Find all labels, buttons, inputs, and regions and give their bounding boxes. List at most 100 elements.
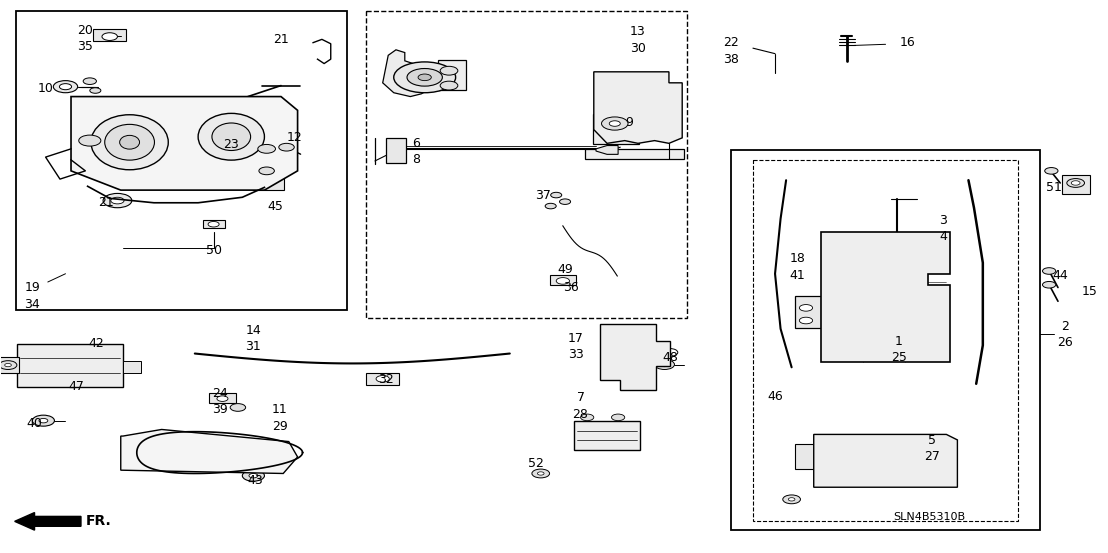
Polygon shape: [71, 97, 298, 190]
Text: 42: 42: [89, 337, 104, 350]
Text: 46: 46: [767, 390, 783, 403]
Circle shape: [60, 84, 72, 90]
Text: 34: 34: [24, 298, 40, 311]
Circle shape: [799, 317, 812, 324]
Circle shape: [258, 144, 276, 153]
Circle shape: [545, 204, 556, 209]
Text: 3: 3: [940, 214, 947, 227]
Bar: [123, 361, 141, 373]
Bar: [574, 421, 640, 450]
Text: 40: 40: [27, 418, 42, 430]
Circle shape: [440, 81, 458, 90]
Circle shape: [844, 256, 871, 269]
Text: 21: 21: [274, 33, 289, 46]
Bar: [585, 149, 685, 159]
Text: 14: 14: [246, 324, 261, 337]
Bar: [438, 60, 465, 90]
Text: FR.: FR.: [85, 514, 111, 528]
Text: 19: 19: [24, 281, 40, 294]
Bar: [593, 113, 639, 144]
Ellipse shape: [162, 445, 234, 460]
Text: 21: 21: [99, 196, 114, 208]
Circle shape: [376, 375, 389, 382]
Circle shape: [0, 361, 17, 369]
Circle shape: [217, 396, 228, 401]
Bar: [794, 296, 821, 328]
Circle shape: [1043, 268, 1056, 274]
Text: 13: 13: [630, 25, 646, 38]
Circle shape: [1071, 181, 1080, 185]
Circle shape: [602, 117, 628, 130]
Circle shape: [660, 362, 669, 367]
Circle shape: [859, 458, 890, 474]
Text: 2: 2: [1060, 320, 1068, 332]
Bar: [203, 221, 225, 228]
Circle shape: [32, 415, 54, 426]
Polygon shape: [601, 324, 670, 390]
Text: 41: 41: [789, 269, 806, 282]
Text: 49: 49: [557, 263, 573, 276]
Circle shape: [1045, 168, 1058, 174]
Text: 9: 9: [625, 116, 633, 129]
Ellipse shape: [120, 135, 140, 149]
Bar: [16, 11, 347, 310]
Circle shape: [90, 88, 101, 93]
Text: 4: 4: [940, 231, 947, 243]
Text: 5: 5: [929, 434, 936, 447]
Polygon shape: [121, 430, 298, 473]
Text: 15: 15: [1083, 285, 1098, 299]
Text: 43: 43: [248, 473, 264, 487]
Ellipse shape: [145, 440, 256, 466]
Text: 25: 25: [891, 352, 906, 364]
FancyArrow shape: [14, 513, 81, 530]
Text: 11: 11: [273, 403, 288, 416]
Circle shape: [843, 451, 905, 482]
Circle shape: [604, 335, 619, 342]
Text: 33: 33: [568, 348, 584, 361]
Bar: [17, 344, 123, 387]
Circle shape: [788, 498, 794, 501]
Circle shape: [1067, 179, 1085, 187]
Circle shape: [279, 143, 295, 151]
Circle shape: [560, 199, 571, 205]
Bar: [366, 11, 687, 318]
Circle shape: [102, 33, 117, 40]
Text: 17: 17: [568, 332, 584, 345]
Circle shape: [858, 334, 880, 345]
Bar: [0, 357, 19, 373]
Text: 7: 7: [576, 391, 585, 404]
Text: 47: 47: [69, 380, 84, 393]
Text: 12: 12: [286, 132, 302, 144]
Text: 52: 52: [529, 457, 544, 470]
Text: 39: 39: [213, 403, 228, 416]
Circle shape: [83, 78, 96, 85]
Text: 51: 51: [1046, 181, 1061, 194]
Circle shape: [799, 305, 812, 311]
Circle shape: [1043, 281, 1056, 288]
Text: 16: 16: [900, 36, 915, 49]
Text: 22: 22: [722, 36, 739, 49]
Circle shape: [53, 81, 78, 93]
Circle shape: [111, 197, 124, 204]
Bar: [550, 275, 576, 285]
Polygon shape: [813, 435, 957, 487]
Bar: [731, 150, 1040, 530]
Text: 45: 45: [267, 200, 284, 212]
Text: 38: 38: [722, 53, 739, 66]
Circle shape: [249, 473, 258, 478]
Text: 36: 36: [563, 281, 578, 294]
Text: 44: 44: [1053, 269, 1068, 282]
Bar: [753, 160, 1018, 521]
Bar: [366, 373, 399, 385]
Polygon shape: [596, 145, 618, 154]
Circle shape: [230, 404, 246, 411]
Circle shape: [609, 121, 620, 126]
Text: 48: 48: [663, 352, 678, 364]
Bar: [93, 29, 126, 41]
Ellipse shape: [212, 123, 250, 150]
Ellipse shape: [198, 113, 265, 160]
Text: 31: 31: [246, 341, 261, 353]
Bar: [1063, 175, 1090, 194]
Circle shape: [243, 470, 265, 481]
Polygon shape: [382, 50, 443, 97]
